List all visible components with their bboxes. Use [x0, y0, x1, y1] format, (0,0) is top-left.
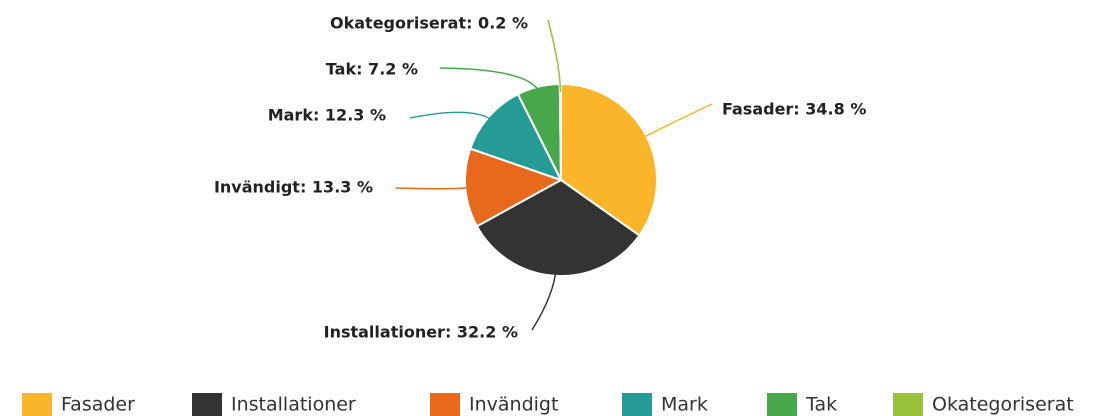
legend-swatch [22, 393, 52, 416]
pie-slice [558, 82, 562, 181]
data-label: Invändigt: 13.3 % [214, 178, 373, 197]
legend-swatch [430, 393, 460, 416]
leader-line [439, 67, 541, 95]
leader-line [531, 267, 557, 331]
legend-swatch [893, 393, 923, 416]
leader-line [395, 186, 474, 190]
legend-label: Tak [805, 394, 837, 416]
legend-swatch [767, 393, 797, 416]
legend-label: Mark [661, 394, 708, 416]
legend-swatch [622, 393, 652, 416]
legend-label: Okategoriserat [932, 394, 1074, 416]
data-label: Mark: 12.3 % [268, 106, 386, 125]
data-label: Okategoriserat: 0.2 % [330, 14, 528, 33]
leader-line [547, 19, 562, 93]
pie-slice [469, 92, 563, 182]
legend-label: Invändigt [469, 394, 558, 416]
leader-line [409, 111, 496, 123]
legend-label: Fasader [61, 394, 135, 416]
leader-line [638, 103, 713, 141]
legend-swatch [192, 393, 222, 416]
data-label: Installationer: 32.2 % [324, 323, 518, 342]
legend-label: Installationer [231, 394, 356, 416]
data-label: Fasader: 34.8 % [722, 100, 866, 119]
data-label: Tak: 7.2 % [326, 60, 418, 79]
